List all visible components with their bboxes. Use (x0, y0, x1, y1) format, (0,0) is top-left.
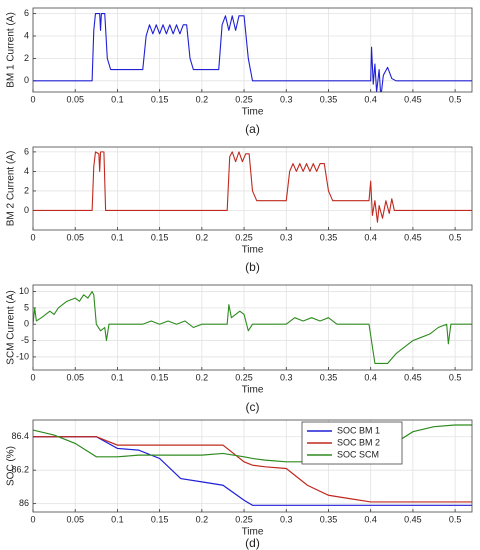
y-tick-label: 4 (24, 166, 29, 176)
y-axis-label: BM 1 Current (A) (6, 12, 17, 88)
caption: (d) (245, 536, 260, 550)
y-tick-label: 2 (24, 185, 29, 195)
y-tick-label: 0 (24, 319, 29, 329)
y-tick-label: 86.4 (11, 431, 29, 441)
plot-lines (33, 151, 472, 223)
x-tick-label: 0.1 (111, 232, 124, 242)
x-tick-label: 0.35 (320, 372, 338, 382)
x-tick-label: 0.45 (404, 514, 422, 524)
x-tick-label: 0.15 (151, 514, 169, 524)
plot-frame (32, 7, 473, 93)
caption: (c) (246, 400, 260, 414)
x-tick-label: 0.15 (151, 94, 169, 104)
x-tick-label: 0.2 (196, 372, 209, 382)
x-tick-label: 0.25 (235, 232, 253, 242)
legend-label: SOC SCM (337, 449, 379, 459)
x-tick-label: 0.2 (196, 514, 209, 524)
x-tick-label: 0.45 (404, 372, 422, 382)
x-tick-label: 0.4 (364, 232, 377, 242)
data-line (33, 436, 472, 503)
data-line (33, 290, 472, 365)
x-tick-label: 0.3 (280, 514, 293, 524)
x-tick-label: 0.4 (364, 514, 377, 524)
y-tick-label: -5 (21, 335, 29, 345)
x-tick-label: 0 (30, 94, 35, 104)
x-tick-label: 0 (30, 514, 35, 524)
y-tick-label: 86.2 (11, 465, 29, 475)
legend-label: SOC BM 1 (337, 425, 380, 435)
x-tick-label: 0.2 (196, 232, 209, 242)
plot-area (33, 285, 472, 370)
x-tick-label: 0.5 (449, 94, 462, 104)
x-tick-label: 0.15 (151, 232, 169, 242)
x-tick-label: 0.05 (66, 372, 84, 382)
x-tick-label: 0.5 (449, 372, 462, 382)
x-tick-label: 0.35 (320, 514, 338, 524)
plot-area (33, 420, 472, 512)
y-tick-label: 10 (19, 286, 29, 296)
x-tick-label: 0.5 (449, 514, 462, 524)
plot-frame (32, 419, 473, 513)
y-tick-label: 5 (24, 302, 29, 312)
x-tick-label: 0.4 (364, 372, 377, 382)
x-tick-label: 0.25 (235, 94, 253, 104)
y-tick-label: 2 (24, 53, 29, 63)
legend-label: SOC BM 2 (337, 437, 380, 447)
y-tick-label: 4 (24, 30, 29, 40)
data-line (33, 436, 472, 506)
data-line (33, 151, 472, 223)
x-axis-label: Time (242, 245, 264, 256)
x-tick-label: 0.35 (320, 94, 338, 104)
y-axis-label: SCM Current (A) (6, 290, 17, 364)
x-tick-label: 0 (30, 372, 35, 382)
x-tick-label: 0 (30, 232, 35, 242)
x-tick-label: 0.3 (280, 372, 293, 382)
y-axis-label: BM 2 Current (A) (6, 151, 17, 227)
x-tick-label: 0.05 (66, 514, 84, 524)
y-tick-label: -10 (16, 351, 29, 361)
x-tick-label: 0.4 (364, 94, 377, 104)
x-tick-label: 0.15 (151, 372, 169, 382)
y-tick-label: 86 (19, 498, 29, 508)
x-tick-label: 0.1 (111, 94, 124, 104)
x-tick-label: 0.3 (280, 232, 293, 242)
x-tick-label: 0.2 (196, 94, 209, 104)
y-tick-label: 6 (24, 8, 29, 18)
y-tick-label: 0 (24, 75, 29, 85)
plot-frame (32, 284, 473, 371)
x-tick-label: 0.45 (404, 94, 422, 104)
x-axis-label: Time (242, 385, 264, 396)
x-axis-label: Time (242, 527, 264, 538)
plot-frame (32, 146, 473, 231)
plot-lines (33, 290, 472, 365)
x-tick-label: 0.1 (111, 372, 124, 382)
x-tick-label: 0.05 (66, 232, 84, 242)
x-axis-label: Time (242, 107, 264, 118)
x-tick-label: 0.5 (449, 232, 462, 242)
y-tick-label: 0 (24, 205, 29, 215)
x-tick-label: 0.1 (111, 514, 124, 524)
caption: (b) (245, 260, 260, 274)
x-tick-label: 0.25 (235, 514, 253, 524)
x-tick-label: 0.05 (66, 94, 84, 104)
x-tick-label: 0.35 (320, 232, 338, 242)
x-tick-label: 0.25 (235, 372, 253, 382)
x-tick-label: 0.45 (404, 232, 422, 242)
y-axis-label: SOC (%) (6, 446, 17, 486)
caption: (a) (245, 122, 260, 136)
y-tick-label: 6 (24, 146, 29, 156)
plot-lines (33, 13, 472, 92)
data-line (33, 13, 472, 92)
x-tick-label: 0.3 (280, 94, 293, 104)
